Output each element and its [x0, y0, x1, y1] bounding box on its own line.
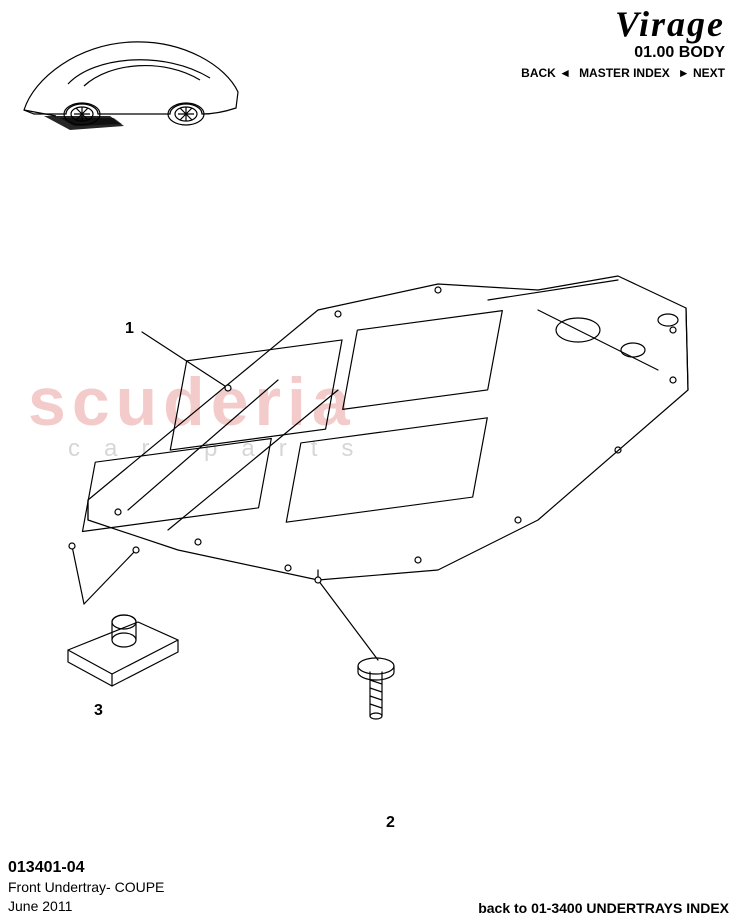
doc-date: June 2011: [8, 897, 164, 916]
doc-title: Front Undertray- COUPE: [8, 878, 164, 897]
triangle-left-icon: ◄: [559, 66, 571, 80]
nav-back[interactable]: BACK ◄: [521, 66, 571, 80]
part-bolt: [358, 658, 394, 719]
callout-3[interactable]: 3: [94, 702, 103, 720]
nav-line: BACK ◄ MASTER INDEX ► NEXT: [521, 66, 725, 80]
nav-master-index[interactable]: MASTER INDEX: [579, 66, 670, 80]
footer-left: 013401-04 Front Undertray- COUPE June 20…: [8, 857, 164, 916]
callout-1[interactable]: 1: [125, 320, 134, 338]
nav-next[interactable]: ► NEXT: [678, 66, 725, 80]
part-retainer-clip: [68, 615, 178, 686]
nav-next-label: NEXT: [693, 66, 725, 80]
section-code: 01.00 BODY: [521, 44, 725, 62]
exploded-diagram: [18, 220, 718, 740]
car-thumbnail: [14, 22, 246, 142]
callout-2[interactable]: 2: [386, 814, 395, 832]
page: Virage 01.00 BODY BACK ◄ MASTER INDEX ► …: [0, 0, 737, 924]
header: Virage 01.00 BODY BACK ◄ MASTER INDEX ► …: [521, 6, 725, 80]
part-undertray-outline: [88, 276, 688, 580]
nav-back-label: BACK: [521, 66, 556, 80]
triangle-right-icon: ►: [678, 66, 690, 80]
brand-logo: Virage: [521, 6, 725, 42]
doc-number: 013401-04: [8, 857, 164, 879]
footer-backlink[interactable]: back to 01-3400 UNDERTRAYS INDEX: [478, 900, 729, 916]
